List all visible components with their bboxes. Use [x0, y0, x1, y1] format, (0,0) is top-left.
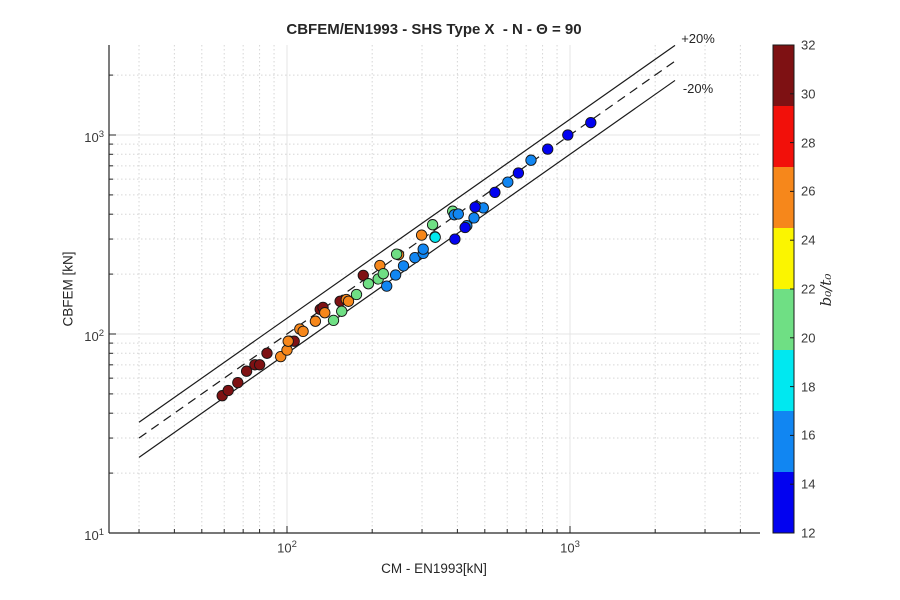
- data-point: [489, 186, 501, 199]
- data-point: [452, 208, 464, 220]
- colorbar-band: [773, 106, 794, 167]
- data-point: [282, 335, 294, 347]
- y-tick-label: 102: [84, 327, 104, 345]
- data-point: [377, 268, 389, 280]
- minus20-annotation: -20%: [682, 81, 714, 96]
- colorbar-band: [773, 472, 794, 533]
- data-point: [585, 116, 597, 129]
- data-point: [468, 212, 480, 224]
- x-tick-label: 103: [560, 539, 580, 556]
- data-point: [469, 201, 481, 213]
- colorbar-band: [773, 228, 794, 289]
- data-point: [297, 325, 309, 338]
- data-point: [240, 365, 253, 377]
- colorbar-tick-label: 26: [801, 183, 816, 199]
- colorbar-tick-label: 30: [801, 86, 816, 102]
- x-axis-label: CM - EN1993[kN]: [381, 561, 487, 576]
- chart-title: CBFEM/EN1993 - SHS Type X - N - Θ = 90: [286, 21, 582, 38]
- plus20-annotation: +20%: [681, 31, 715, 46]
- data-point: [562, 129, 574, 141]
- data-point: [397, 260, 410, 272]
- data-point: [459, 221, 471, 234]
- y-axis-label: CBFEM [kN]: [60, 251, 76, 327]
- x-tick-label: 102: [277, 539, 297, 556]
- colorbar-tick-label: 32: [801, 37, 816, 53]
- colorbar-label: b₀/t₀: [817, 273, 835, 307]
- data-point: [327, 314, 340, 327]
- data-point: [390, 248, 403, 260]
- data-point: [449, 233, 461, 245]
- colorbar-band: [773, 411, 794, 472]
- data-point: [222, 384, 234, 397]
- data-point: [542, 143, 554, 155]
- data-point: [525, 154, 537, 166]
- colorbar-tick-label: 18: [801, 379, 816, 395]
- data-point: [389, 269, 402, 281]
- colorbar-tick-label: 24: [801, 232, 816, 248]
- colorbar-band: [773, 350, 794, 411]
- colorbar-tick-label: 14: [801, 476, 816, 492]
- data-point: [381, 280, 393, 292]
- data-point: [417, 243, 429, 255]
- data-point: [357, 269, 369, 282]
- data-point: [342, 295, 355, 307]
- data-point: [309, 315, 322, 327]
- data-point: [350, 288, 363, 301]
- data-point: [261, 347, 273, 359]
- reference-line-equality: [138, 60, 676, 439]
- data-point: [426, 219, 439, 231]
- data-point: [429, 231, 441, 243]
- colorbar-tick-label: 12: [801, 525, 816, 541]
- data-point: [512, 167, 525, 179]
- colorbar-tick-label: 22: [801, 281, 816, 297]
- colorbar-tick-label: 28: [801, 135, 816, 151]
- data-point: [362, 278, 375, 290]
- colorbar-band: [773, 45, 794, 106]
- reference-line-plus-20-percent: [138, 44, 676, 423]
- data-point: [319, 307, 331, 319]
- data-point: [232, 376, 244, 389]
- data-point: [253, 359, 266, 371]
- data-point: [336, 305, 348, 317]
- colorbar-band: [773, 289, 794, 350]
- data-point: [502, 176, 514, 188]
- colorbar-tick-label: 16: [801, 427, 816, 443]
- colorbar-band: [773, 167, 794, 228]
- y-tick-label: 103: [84, 128, 104, 146]
- y-tick-label: 101: [84, 526, 104, 544]
- data-point: [415, 229, 428, 241]
- colorbar-tick-label: 20: [801, 330, 816, 346]
